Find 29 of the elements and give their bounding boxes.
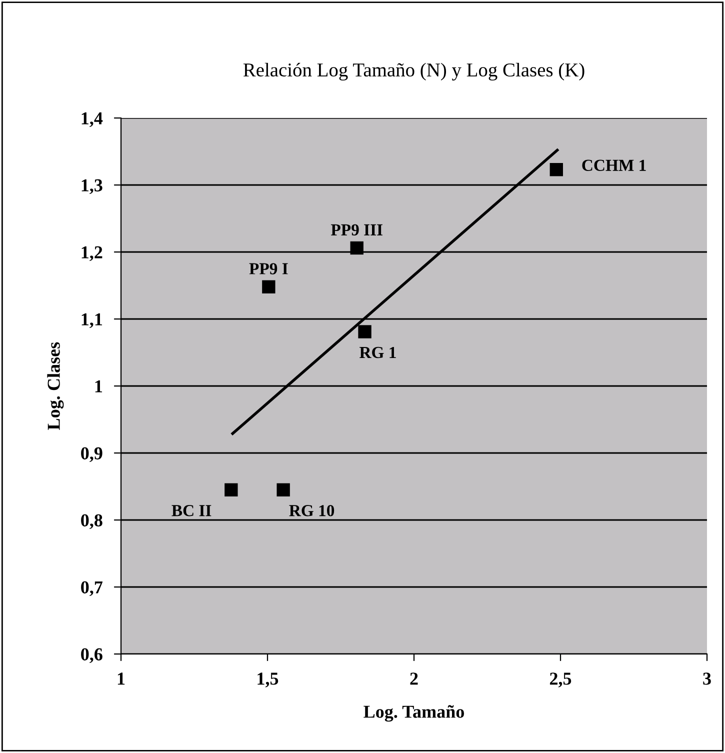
point <box>262 280 276 294</box>
annotation: PP9 III <box>330 224 382 236</box>
point <box>358 325 372 338</box>
y-tick-label: 1,1 <box>82 313 102 328</box>
y-tick-label: 0,6 <box>81 648 102 664</box>
y-tick-label: 0,7 <box>81 581 103 596</box>
x-axis-title: Log. Tamaño <box>364 705 464 722</box>
annotation: CCHM 1 <box>582 160 646 171</box>
x-tick-label: 3 <box>703 672 711 685</box>
y-tick-label: 1,3 <box>82 179 102 194</box>
y-tick-label: 1,4 <box>82 112 103 128</box>
x-tick-label: 2 <box>410 672 418 685</box>
point <box>276 483 290 496</box>
y-axis-title: Log. Clases <box>47 342 64 430</box>
annotation: RG 10 <box>289 504 334 516</box>
point <box>550 163 563 176</box>
y-tick-label: 1 <box>95 380 102 392</box>
y-tick-label: 0,8 <box>81 514 102 530</box>
y-tick-label: 0,9 <box>81 447 102 462</box>
chart-title: Relación Log Tamaño (N) y Log Clases (K) <box>243 62 584 81</box>
point <box>224 483 238 496</box>
x-tick-label: 1 <box>118 672 125 685</box>
x-tick-label: 2,5 <box>550 672 572 688</box>
annotation: PP9 I <box>249 263 288 274</box>
x-tick-label: 1,5 <box>258 672 278 688</box>
annotation: RG 1 <box>360 346 396 358</box>
point <box>350 241 364 255</box>
y-tick-label: 1,2 <box>82 246 102 262</box>
annotation: BC II <box>172 505 212 516</box>
